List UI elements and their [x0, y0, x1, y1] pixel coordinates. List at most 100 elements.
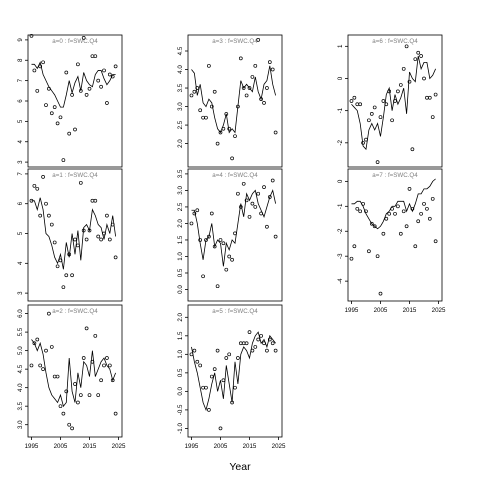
obs-point-3-15 [73, 237, 77, 242]
obs-point-1-29 [273, 130, 278, 135]
panel-title-2: a=6 : f=SWC.Q4 [372, 38, 418, 45]
obs-point-2-10 [378, 115, 383, 119]
obs-point-2-27 [427, 95, 432, 100]
y-tick-label-0-3: 6 [17, 99, 24, 103]
obs-point-4-1 [192, 211, 197, 216]
obs-point-7-6 [207, 408, 211, 412]
obs-point-0-4 [41, 60, 45, 65]
obs-point-3-25 [102, 231, 106, 236]
obs-point-0-7 [49, 111, 54, 116]
x-tick-label-5-1: 2005 [374, 307, 388, 314]
obs-point-2-0 [349, 99, 354, 103]
y-tick-label-5-2: -2 [337, 228, 344, 234]
obs-point-7-18 [241, 341, 246, 346]
obs-point-1-3 [198, 108, 203, 113]
obs-point-5-8 [372, 224, 377, 229]
obs-point-2-3 [358, 102, 363, 107]
obs-point-3-10 [58, 258, 63, 263]
obs-point-7-9 [215, 348, 220, 353]
obs-point-5-9 [375, 254, 380, 259]
obs-point-3-27 [107, 237, 112, 242]
obs-point-3-3 [38, 213, 43, 218]
obs-point-7-4 [201, 385, 205, 390]
obs-point-2-18 [401, 66, 406, 71]
obs-point-2-20 [407, 79, 412, 84]
obs-point-0-10 [58, 115, 63, 120]
panel-title-0: a=0 : f=SWC.Q4 [52, 38, 98, 45]
y-tick-label-6-5: 5.5 [17, 327, 24, 336]
obs-point-6-6 [47, 311, 51, 316]
obs-point-3-6 [47, 213, 51, 218]
y-tick-label-6-6: 6.0 [17, 309, 24, 318]
obs-point-3-22 [93, 198, 98, 203]
obs-point-7-2 [195, 359, 200, 364]
y-tick-label-0-5: 8 [17, 58, 24, 62]
panel-title-3: a=1 : f=SWC.Q4 [52, 172, 98, 179]
x-tick-label-5-2: 2015 [403, 307, 417, 314]
obs-point-6-26 [105, 356, 109, 360]
obs-point-4-24 [259, 211, 263, 216]
y-tick-label-0-1: 4 [17, 139, 24, 143]
obs-point-2-21 [410, 147, 415, 152]
obs-point-7-10 [218, 426, 223, 431]
model-line-4 [191, 189, 277, 267]
y-tick-label-5-0: -4 [337, 278, 344, 284]
x-axis-label: Year [229, 461, 251, 473]
y-tick-label-6-2: 4.0 [17, 383, 24, 392]
obs-point-3-0 [29, 198, 34, 203]
obs-point-7-23 [256, 337, 261, 342]
obs-point-6-21 [90, 359, 95, 364]
y-tick-label-0-4: 7 [17, 78, 24, 82]
obs-point-7-29 [273, 348, 278, 353]
obs-point-1-4 [201, 115, 205, 120]
obs-point-7-12 [224, 356, 229, 360]
obs-point-0-8 [52, 105, 57, 109]
obs-point-4-4 [201, 274, 205, 279]
obs-point-2-2 [355, 102, 360, 107]
obs-point-1-2 [195, 86, 200, 90]
obs-point-0-1 [32, 68, 37, 73]
obs-point-1-25 [262, 101, 266, 105]
obs-point-7-17 [238, 341, 243, 346]
y-tick-label-0-6: 9 [17, 38, 24, 42]
obs-point-3-8 [52, 240, 57, 245]
obs-point-0-6 [47, 86, 51, 91]
panel-title-6: a=2 : f=SWC.Q4 [52, 308, 98, 315]
obs-point-0-21 [90, 54, 95, 59]
obs-point-1-22 [253, 63, 258, 68]
obs-point-2-25 [422, 76, 426, 81]
y-tick-label-0-0: 3 [17, 160, 24, 164]
obs-point-3-2 [35, 186, 40, 191]
obs-point-5-18 [401, 209, 406, 214]
obs-point-4-2 [195, 208, 200, 213]
y-tick-label-7-3: 0.5 [177, 368, 184, 377]
obs-point-7-22 [253, 345, 258, 349]
obs-point-1-24 [259, 97, 263, 101]
obs-point-2-19 [404, 44, 409, 49]
y-tick-label-7-6: 2.0 [177, 312, 184, 321]
obs-point-5-12 [384, 216, 389, 221]
obs-point-4-17 [238, 205, 243, 209]
obs-point-3-21 [90, 198, 95, 203]
obs-point-7-19 [244, 341, 249, 346]
x-tick-label-5-0: 1995 [345, 307, 359, 314]
y-tick-label-2-2: 0 [337, 76, 344, 80]
obs-point-6-12 [64, 389, 69, 394]
obs-point-2-6 [367, 118, 371, 123]
obs-point-4-5 [204, 238, 208, 242]
obs-point-3-14 [70, 273, 74, 278]
obs-point-5-15 [393, 211, 397, 216]
obs-point-1-0 [189, 93, 194, 98]
obs-point-5-29 [433, 239, 438, 244]
obs-point-1-7 [209, 104, 214, 109]
y-tick-label-4-1: 0.5 [177, 268, 184, 277]
obs-point-5-20 [407, 187, 412, 191]
obs-point-6-8 [52, 374, 57, 379]
obs-point-4-6 [207, 234, 211, 239]
y-tick-label-3-4: 7 [17, 172, 24, 176]
obs-point-7-21 [250, 348, 255, 353]
y-tick-label-6-0: 3.0 [17, 420, 24, 429]
obs-point-4-8 [212, 244, 217, 249]
obs-point-0-24 [99, 84, 103, 89]
